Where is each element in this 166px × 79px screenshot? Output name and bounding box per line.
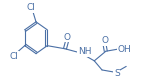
Text: OH: OH (118, 44, 131, 53)
Text: NH: NH (78, 47, 91, 56)
Text: O: O (64, 33, 71, 42)
Text: O: O (101, 36, 108, 45)
Text: Cl: Cl (9, 52, 18, 61)
Text: S: S (114, 69, 120, 78)
Text: Cl: Cl (27, 3, 35, 12)
